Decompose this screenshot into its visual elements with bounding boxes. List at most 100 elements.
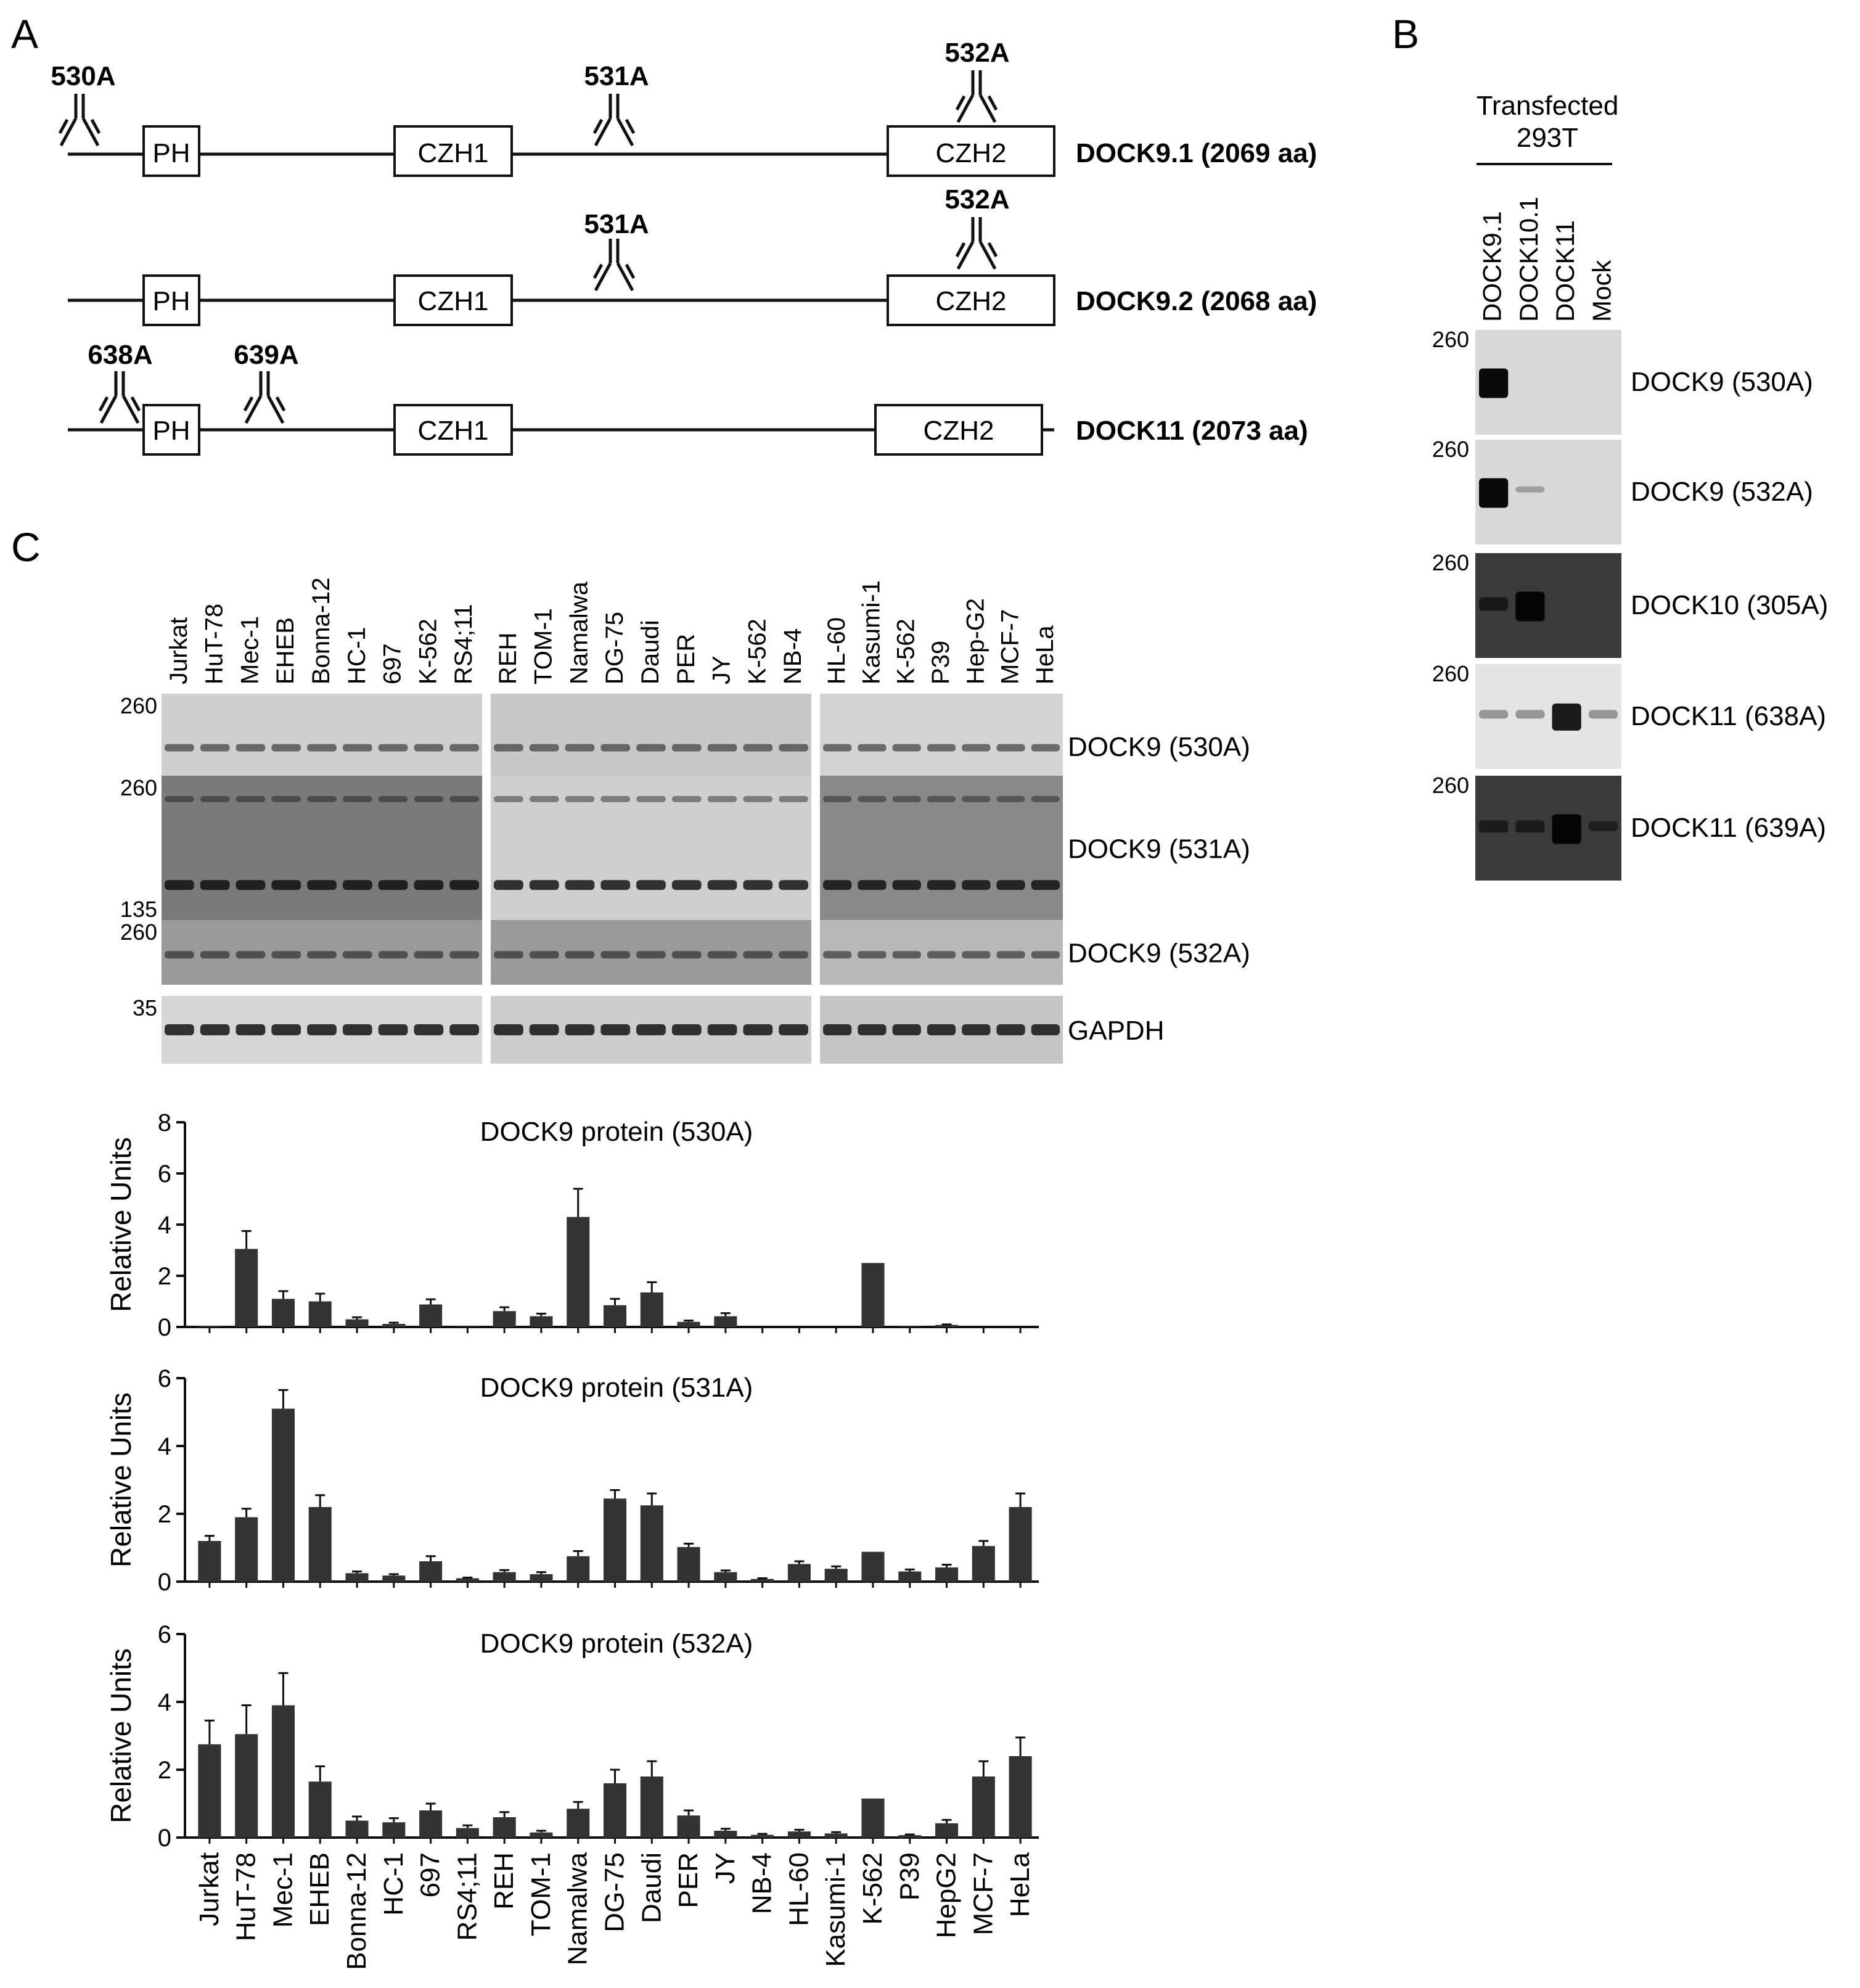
band	[671, 1024, 702, 1035]
band	[996, 880, 1025, 890]
band	[271, 951, 301, 959]
antibody-icon	[957, 70, 996, 122]
bar	[1009, 1507, 1032, 1582]
band	[200, 1024, 230, 1035]
construct-name: DOCK11 (2073 aa)	[1076, 416, 1308, 446]
lane-label: K-562	[744, 618, 771, 684]
y-tick-label: 4	[158, 1212, 171, 1239]
band	[529, 880, 559, 890]
band	[823, 951, 852, 959]
band	[494, 795, 523, 802]
bar	[603, 1783, 627, 1838]
band	[378, 880, 408, 890]
antibody-label: 531A	[584, 209, 649, 239]
band	[996, 1024, 1025, 1035]
bar	[972, 1776, 995, 1838]
blot-background	[820, 776, 1063, 921]
lane-label: RS4;11	[450, 604, 477, 684]
bar	[898, 1571, 922, 1582]
mw-marker: 260	[1432, 327, 1469, 352]
bar	[861, 1551, 885, 1582]
band	[636, 744, 666, 752]
bar	[935, 1823, 959, 1838]
bar	[198, 1744, 221, 1838]
domain-ph: PH	[152, 286, 190, 316]
antibody-label: 532A	[944, 38, 1009, 68]
mw-marker: 35	[133, 995, 157, 1021]
x-tick-label: HC-1	[379, 1852, 409, 1916]
y-tick-label: 2	[158, 1501, 171, 1528]
domain-ph: PH	[152, 138, 190, 168]
blot-label: DOCK9 (532A)	[1068, 939, 1250, 969]
x-tick-label: 697	[416, 1852, 446, 1897]
bar	[640, 1776, 663, 1838]
band	[858, 880, 887, 890]
bar	[382, 1575, 406, 1582]
antibody-label: 638A	[88, 340, 152, 370]
domain-czh1: CZH1	[418, 138, 489, 168]
bar	[898, 1835, 922, 1838]
band	[823, 744, 852, 752]
bar-chart: 0 2 4 6 8 Relative Units DOCK9 protein (530A)	[105, 1109, 1039, 1341]
bar	[861, 1798, 885, 1838]
bar	[1009, 1756, 1032, 1838]
panel-b-header-line1: Transfected	[1477, 91, 1619, 121]
panel-b-header-line2: 293T	[1517, 123, 1578, 153]
domain-czh2: CZH2	[936, 138, 1007, 168]
band	[236, 795, 266, 802]
y-axis-label: Relative Units	[105, 1392, 137, 1567]
panel-b: Transfected 293T DOCK9.1 DOCK10.1 DOCK11 Mo…	[1432, 91, 1828, 881]
bar-chart: 0 2 4 6 Relative Units DOCK9 protein (531A)	[105, 1365, 1039, 1596]
blot-label: DOCK9 (532A)	[1631, 477, 1813, 507]
blot-label: DOCK9 (530A)	[1631, 367, 1813, 397]
band	[307, 1024, 337, 1035]
bar	[530, 1316, 553, 1327]
bar	[271, 1299, 295, 1327]
x-tick-label: Mec-1	[268, 1852, 298, 1928]
bar-chart: 0 2 4 6 Relative Units DOCK9 protein (532A)	[105, 1621, 1039, 1852]
band	[779, 744, 808, 752]
x-tick-label: Bonna-12	[342, 1852, 372, 1970]
y-tick-label: 4	[158, 1433, 171, 1460]
x-tick-label: HL-60	[784, 1852, 814, 1926]
lane-label: Kasumi-1	[858, 580, 885, 684]
band	[996, 951, 1025, 959]
band	[414, 880, 444, 890]
blot-strip: 260 DOCK11 (639A)	[1432, 773, 1826, 881]
lane-label: DOCK10.1	[1514, 197, 1543, 322]
band	[962, 880, 991, 890]
band	[1031, 1024, 1060, 1035]
chart-title: DOCK9 protein (530A)	[480, 1117, 753, 1147]
band	[858, 951, 887, 959]
bar	[751, 1834, 774, 1838]
bar	[714, 1572, 737, 1582]
blot-strip	[820, 920, 1063, 985]
bar	[382, 1822, 406, 1838]
band	[636, 1024, 666, 1035]
mw-marker: 260	[1432, 773, 1469, 798]
band	[529, 951, 559, 959]
antibody-icon	[594, 239, 634, 290]
bar	[456, 1828, 479, 1838]
antibody-icon	[100, 371, 139, 423]
band	[494, 1024, 523, 1035]
band	[378, 744, 408, 752]
construct-dock11: PH CZH1 CZH2 638A 639A DOCK11 (2073 aa)	[68, 340, 1308, 456]
y-axis-label: Relative Units	[105, 1648, 137, 1823]
lane-label: HC-1	[343, 627, 371, 684]
panel-b-blots: 260 DOCK9 (530A) 260 DOCK9 (532A) 260 DOCK10 …	[1432, 327, 1828, 881]
band	[342, 951, 372, 959]
domain-czh1: CZH1	[418, 286, 489, 316]
bar	[861, 1263, 885, 1327]
blot-background	[162, 776, 482, 921]
panel-label-c: C	[11, 524, 41, 570]
band	[449, 1024, 479, 1035]
band	[823, 1024, 852, 1035]
lane-label: Hep-G2	[962, 598, 989, 684]
bar	[308, 1301, 332, 1327]
bar	[567, 1556, 590, 1582]
bar	[235, 1734, 258, 1838]
band	[271, 1024, 301, 1035]
band	[927, 1024, 956, 1035]
x-tick-label: HeLa	[1005, 1852, 1035, 1917]
